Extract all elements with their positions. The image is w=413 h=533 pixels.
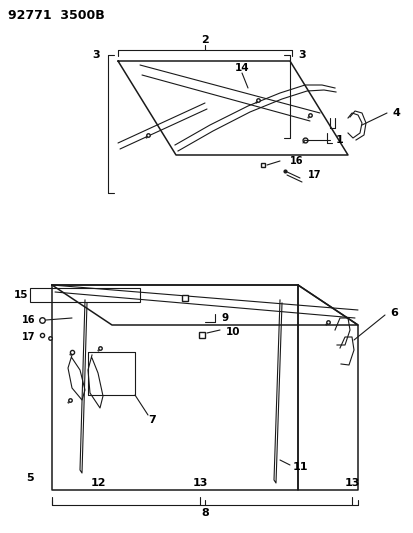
Text: 3: 3 [92,50,100,60]
Text: 4: 4 [392,108,400,118]
Bar [30,288,140,302]
Text: 9: 9 [221,313,228,323]
Text: 3: 3 [297,50,305,60]
Text: 14: 14 [234,63,249,73]
Text: 13: 13 [344,478,359,488]
Text: 16: 16 [289,156,303,166]
Text: 17: 17 [307,170,321,180]
Text: 2: 2 [201,35,209,45]
Text: 16: 16 [21,315,35,325]
Text: 92771  3500B: 92771 3500B [8,9,104,21]
Text: 13: 13 [192,478,207,488]
Text: 5: 5 [26,473,34,483]
Text: 12: 12 [90,478,105,488]
Text: 11: 11 [292,462,308,472]
Text: 6: 6 [389,308,397,318]
Text: 10: 10 [225,327,240,337]
Text: 8: 8 [201,508,209,518]
Text: 17: 17 [21,332,35,342]
Text: 7: 7 [148,415,156,425]
Text: 15: 15 [14,290,28,300]
Text: 1: 1 [335,135,343,145]
